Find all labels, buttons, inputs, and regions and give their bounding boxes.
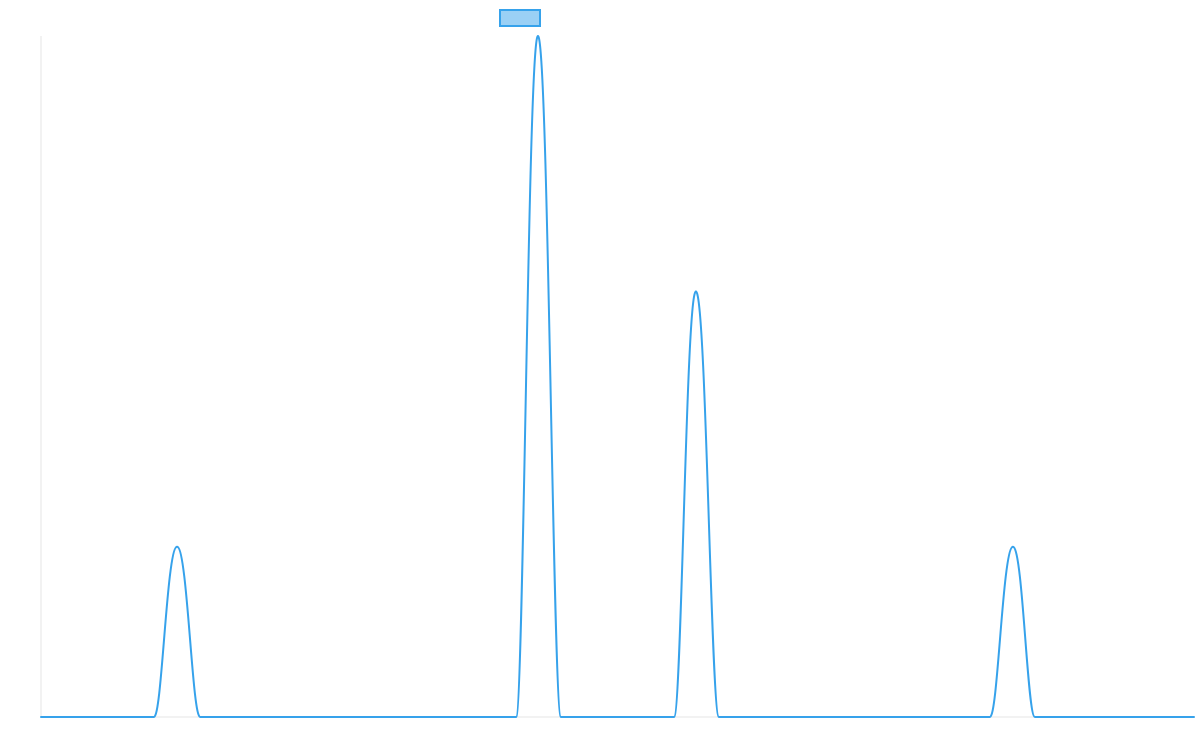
- axes: [40, 36, 1194, 718]
- series-layer: [40, 35, 1195, 718]
- legend[interactable]: [499, 9, 541, 27]
- legend-swatch-0[interactable]: [499, 9, 541, 27]
- series-line-0: [40, 35, 1195, 718]
